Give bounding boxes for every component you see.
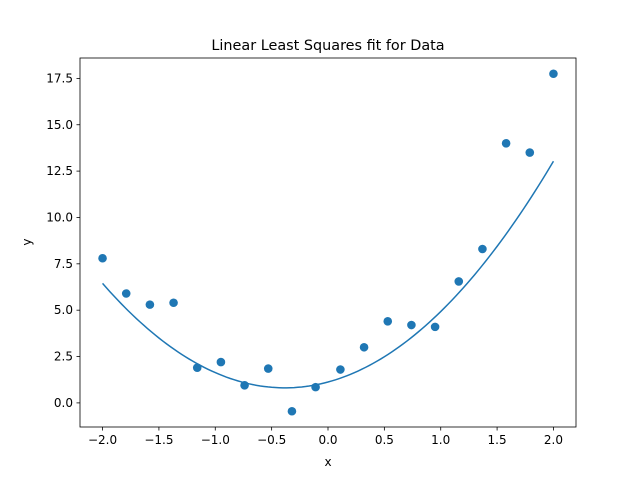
y-tick-label: 5.0: [54, 303, 73, 317]
x-tick-label: −1.0: [201, 433, 230, 447]
data-point: [145, 300, 155, 309]
data-point: [430, 322, 440, 332]
x-tick-label: −1.5: [144, 433, 173, 447]
y-tick-label: 17.5: [46, 71, 73, 85]
data-point: [383, 317, 393, 326]
y-tick-label: 7.5: [54, 257, 73, 271]
y-tick-label: 2.5: [54, 350, 73, 364]
data-point: [336, 365, 345, 374]
y-tick-label: 0.0: [54, 396, 73, 410]
data-point: [454, 277, 464, 286]
x-axis-label: x: [324, 455, 331, 469]
data-point: [240, 380, 249, 390]
y-axis-label: y: [20, 238, 34, 245]
x-axis: −2.0 −1.5 −1.0 −0.5 0.0 0.5 1.0 1.5 2.0: [88, 427, 563, 447]
data-point: [98, 253, 107, 263]
x-tick-label: −0.5: [257, 433, 286, 447]
data-point: [287, 406, 297, 416]
plot-area: [98, 69, 558, 416]
data-point: [169, 298, 178, 308]
x-tick-label: 0.0: [318, 433, 337, 447]
x-tick-label: 2.0: [544, 433, 563, 447]
data-point: [192, 363, 202, 372]
y-axis: 0.0 2.5 5.0 7.5 10.0 12.5 15.0 17.5: [46, 71, 80, 410]
fit-line: [101, 160, 555, 389]
x-tick-label: 0.5: [375, 433, 394, 447]
data-point: [549, 69, 558, 79]
data-point: [216, 357, 226, 367]
axes-frame: [79, 57, 577, 428]
y-tick-label: 10.0: [46, 210, 73, 224]
data-point: [501, 139, 511, 148]
data-point: [407, 320, 416, 330]
data-point: [359, 342, 369, 352]
chart-title: Linear Least Squares fit for Data: [211, 38, 444, 54]
x-tick-label: 1.0: [431, 433, 450, 447]
y-tick-label: 15.0: [46, 118, 73, 132]
y-tick-label: 12.5: [46, 164, 73, 178]
data-point: [478, 244, 487, 254]
x-tick-label: −2.0: [88, 433, 117, 447]
data-point: [121, 289, 131, 298]
data-point: [263, 364, 273, 373]
x-tick-label: 1.5: [488, 433, 507, 447]
data-point: [311, 382, 320, 392]
data-point: [525, 148, 535, 157]
